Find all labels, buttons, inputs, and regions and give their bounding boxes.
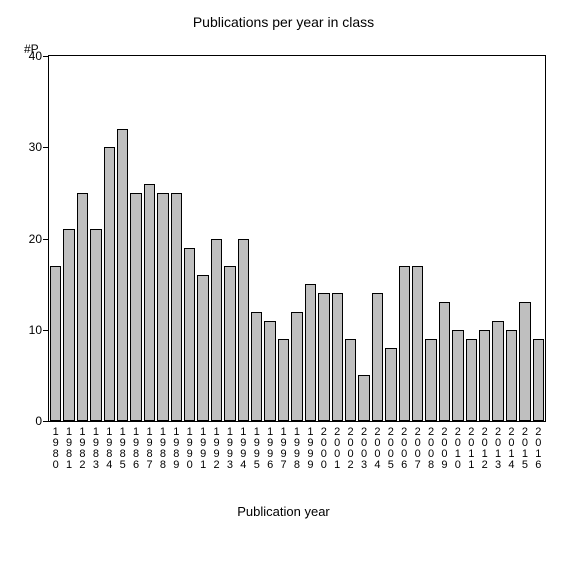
x-tick-label: 1 9 9 8 [290, 427, 303, 471]
x-tick-label: 1 9 8 8 [156, 427, 169, 471]
bar [399, 266, 410, 421]
x-tick-label: 1 9 8 4 [103, 427, 116, 471]
y-tick-label: 0 [12, 414, 42, 428]
bar [251, 312, 262, 422]
bar [439, 302, 450, 421]
x-tick-label: 1 9 9 7 [277, 427, 290, 471]
bar [385, 348, 396, 421]
x-tick-label: 1 9 8 6 [129, 427, 142, 471]
chart-title: Publications per year in class [0, 14, 567, 30]
bar [211, 239, 222, 422]
bar [50, 266, 61, 421]
bar [506, 330, 517, 421]
x-tick-label: 1 9 9 0 [183, 427, 196, 471]
bar [519, 302, 530, 421]
bar [466, 339, 477, 421]
x-tick-label: 2 0 0 4 [371, 427, 384, 471]
bar [157, 193, 168, 421]
bar [492, 321, 503, 421]
bar [171, 193, 182, 421]
bar [63, 229, 74, 421]
x-tick-label: 2 0 1 1 [465, 427, 478, 471]
bar [278, 339, 289, 421]
x-tick-label: 1 9 8 2 [76, 427, 89, 471]
plot-area [48, 55, 546, 422]
x-tick-label: 1 9 8 7 [143, 427, 156, 471]
x-tick-label: 2 0 1 5 [518, 427, 531, 471]
x-tick-label: 2 0 0 8 [424, 427, 437, 471]
x-tick-label: 2 0 0 7 [411, 427, 424, 471]
x-tick-label: 1 9 9 3 [223, 427, 236, 471]
x-tick-label: 1 9 9 2 [210, 427, 223, 471]
y-tick-label: 30 [12, 140, 42, 154]
bar [77, 193, 88, 421]
x-tick-label: 1 9 9 9 [304, 427, 317, 471]
y-tick-label: 20 [12, 232, 42, 246]
x-tick-label: 2 0 0 0 [317, 427, 330, 471]
bar [425, 339, 436, 421]
bar [412, 266, 423, 421]
x-tick-label: 2 0 0 5 [384, 427, 397, 471]
bar [345, 339, 356, 421]
chart-container: Publications per year in class #P 010203… [0, 0, 567, 567]
x-tick-label: 1 9 8 5 [116, 427, 129, 471]
x-tick-label: 2 0 0 9 [438, 427, 451, 471]
bar [372, 293, 383, 421]
bar [533, 339, 544, 421]
x-tick-label: 1 9 9 4 [237, 427, 250, 471]
bar [144, 184, 155, 421]
bar [305, 284, 316, 421]
x-tick-label: 1 9 8 9 [170, 427, 183, 471]
x-tick-label: 1 9 9 1 [196, 427, 209, 471]
bar [104, 147, 115, 421]
bar [264, 321, 275, 421]
bar [479, 330, 490, 421]
x-axis-label: Publication year [0, 504, 567, 519]
x-tick-label: 2 0 0 3 [357, 427, 370, 471]
bar [358, 375, 369, 421]
bar [130, 193, 141, 421]
bar [117, 129, 128, 421]
x-tick-label: 1 9 9 5 [250, 427, 263, 471]
x-tick-label: 2 0 1 2 [478, 427, 491, 471]
y-tick-label: 40 [12, 49, 42, 63]
x-tick-label: 1 9 8 3 [89, 427, 102, 471]
bar [238, 239, 249, 422]
y-tick-label: 10 [12, 323, 42, 337]
bar [90, 229, 101, 421]
bar [197, 275, 208, 421]
x-tick-label: 2 0 1 6 [532, 427, 545, 471]
x-tick-label: 2 0 1 4 [505, 427, 518, 471]
bar [452, 330, 463, 421]
bar [291, 312, 302, 422]
x-tick-label: 2 0 1 3 [491, 427, 504, 471]
x-tick-label: 2 0 0 1 [331, 427, 344, 471]
bar [184, 248, 195, 421]
bar [318, 293, 329, 421]
x-tick-label: 1 9 9 6 [263, 427, 276, 471]
x-tick-label: 1 9 8 1 [62, 427, 75, 471]
x-tick-label: 2 0 0 2 [344, 427, 357, 471]
x-tick-label: 2 0 1 0 [451, 427, 464, 471]
bar [332, 293, 343, 421]
bar [224, 266, 235, 421]
x-tick-label: 2 0 0 6 [398, 427, 411, 471]
x-tick-label: 1 9 8 0 [49, 427, 62, 471]
bars-group [49, 56, 545, 421]
